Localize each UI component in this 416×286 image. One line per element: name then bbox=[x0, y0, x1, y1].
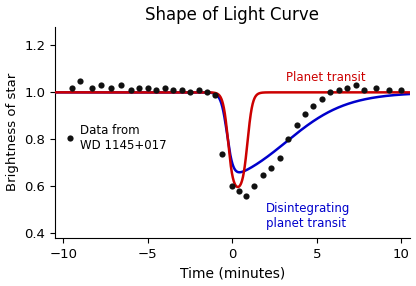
Point bbox=[212, 92, 219, 97]
Point bbox=[144, 85, 151, 90]
Point bbox=[352, 83, 359, 88]
Point bbox=[67, 136, 74, 140]
Text: Planet transit: Planet transit bbox=[286, 71, 366, 84]
Point bbox=[386, 88, 393, 92]
Point bbox=[285, 137, 291, 142]
Point bbox=[97, 83, 104, 88]
Point bbox=[89, 85, 95, 90]
Point bbox=[236, 189, 243, 193]
Point bbox=[219, 151, 225, 156]
Point bbox=[302, 111, 308, 116]
Point bbox=[344, 85, 351, 90]
Point bbox=[128, 88, 134, 92]
Point bbox=[204, 90, 210, 95]
Text: Disintegrating
planet transit: Disintegrating planet transit bbox=[266, 202, 350, 230]
Point bbox=[136, 85, 143, 90]
Point bbox=[260, 172, 266, 177]
Point bbox=[229, 184, 235, 189]
Point bbox=[77, 78, 84, 83]
Point bbox=[335, 88, 342, 92]
Title: Shape of Light Curve: Shape of Light Curve bbox=[145, 5, 319, 23]
Point bbox=[117, 83, 124, 88]
Point bbox=[327, 90, 334, 95]
Point bbox=[243, 194, 249, 198]
Y-axis label: Brightness of star: Brightness of star bbox=[5, 73, 19, 191]
Point bbox=[187, 90, 193, 95]
Point bbox=[161, 85, 168, 90]
Point bbox=[107, 85, 114, 90]
Point bbox=[319, 97, 325, 102]
Point bbox=[276, 156, 283, 160]
Point bbox=[398, 88, 405, 92]
Point bbox=[268, 165, 275, 170]
Point bbox=[69, 85, 75, 90]
Point bbox=[195, 88, 202, 92]
X-axis label: Time (minutes): Time (minutes) bbox=[180, 267, 285, 281]
Text: Data from
WD 1145+017: Data from WD 1145+017 bbox=[80, 124, 167, 152]
Point bbox=[361, 88, 367, 92]
Point bbox=[310, 104, 317, 109]
Point bbox=[170, 88, 176, 92]
Point bbox=[293, 123, 300, 128]
Point bbox=[251, 184, 258, 189]
Point bbox=[373, 85, 379, 90]
Point bbox=[178, 88, 185, 92]
Point bbox=[153, 88, 160, 92]
